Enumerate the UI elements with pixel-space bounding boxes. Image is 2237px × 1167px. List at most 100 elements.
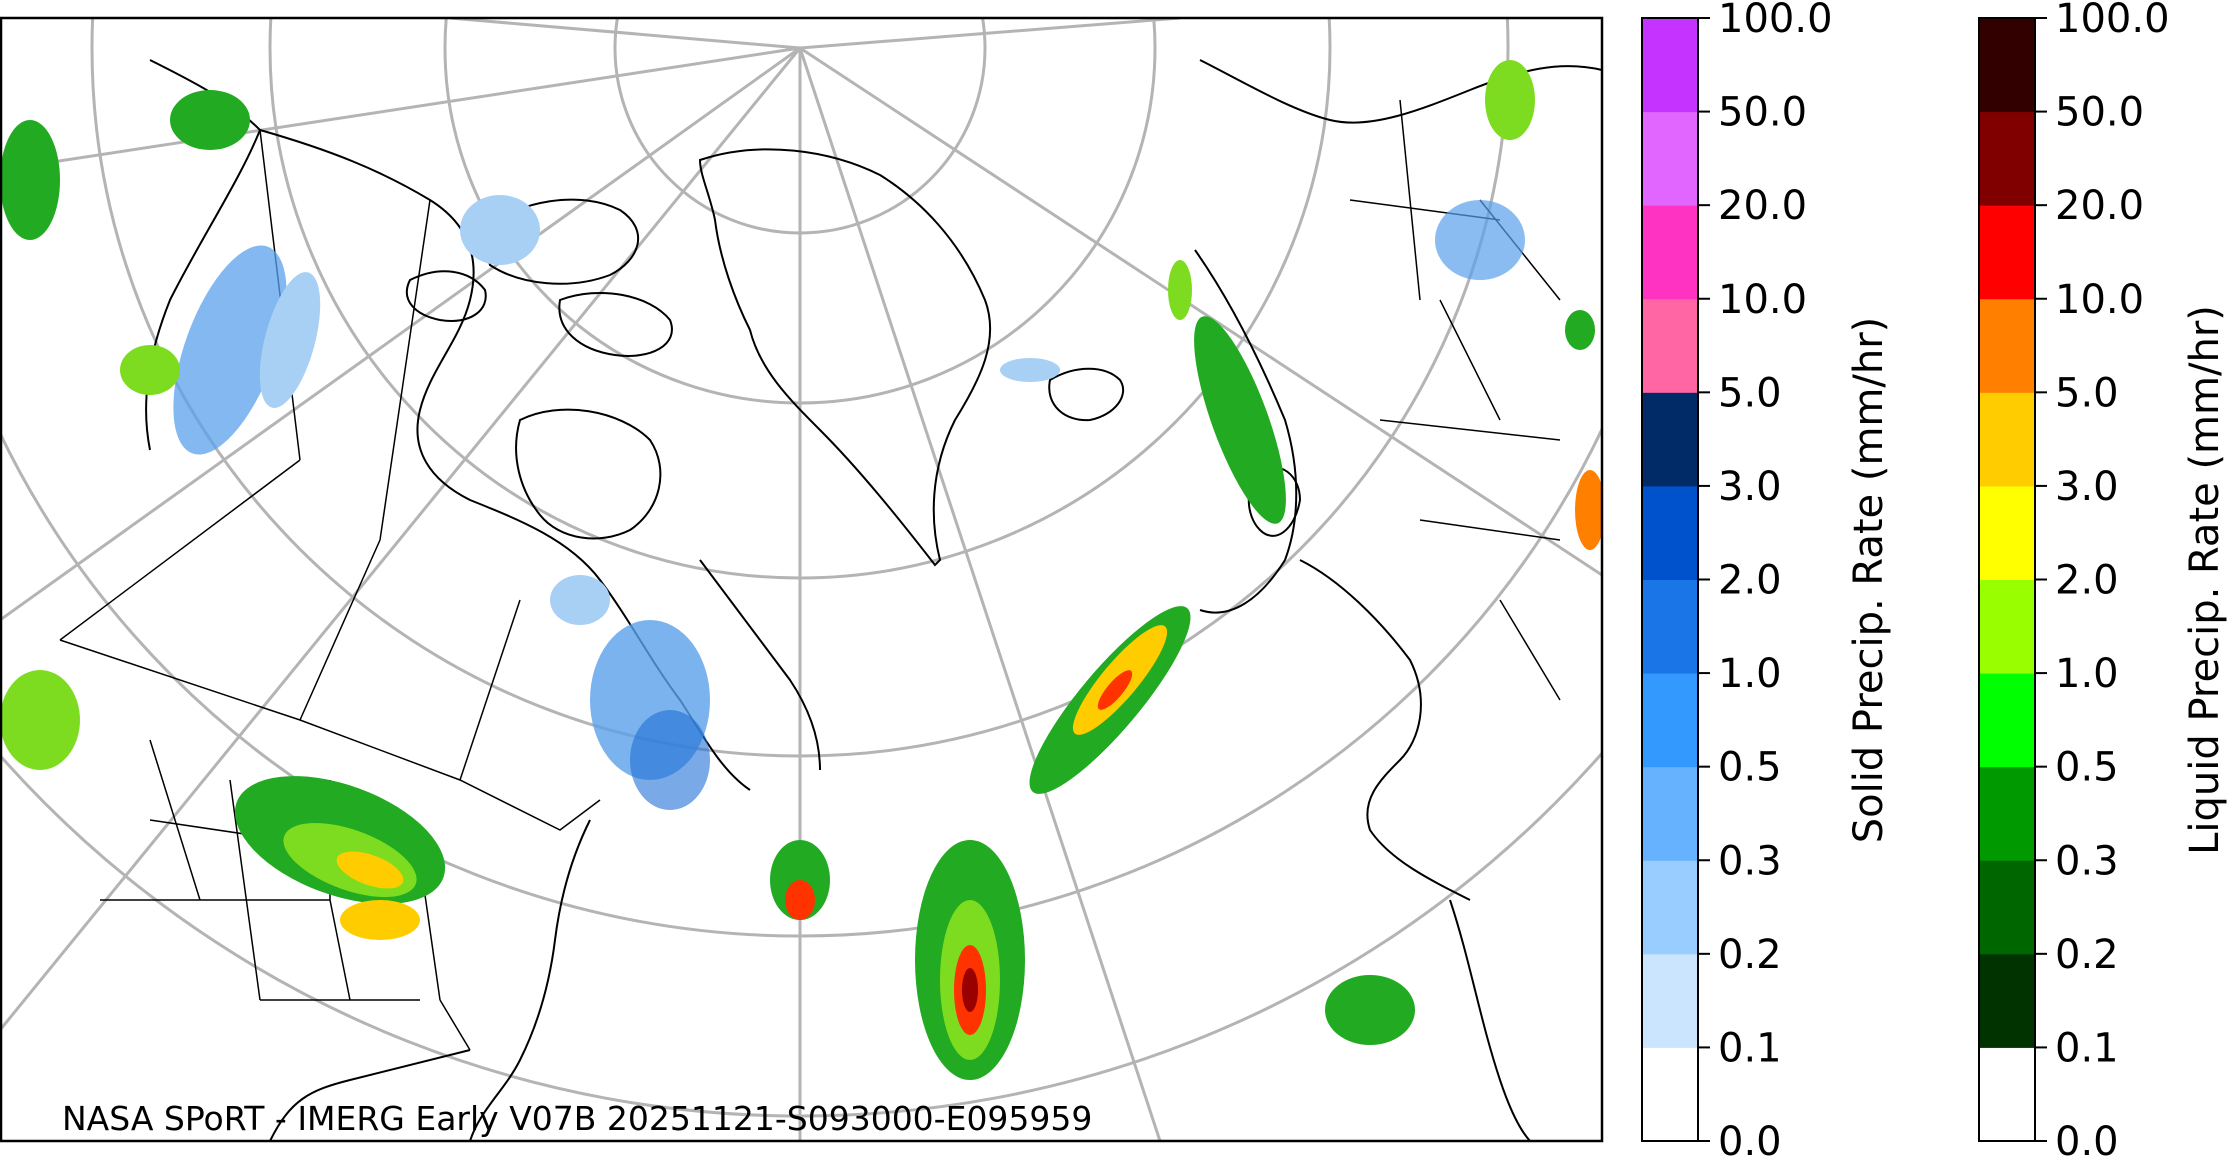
rain-area bbox=[1, 120, 60, 240]
rain-area bbox=[170, 90, 250, 150]
liquid-colorbar-swatch bbox=[1979, 111, 2035, 206]
liquid-colorbar-tick-label: 0.0 bbox=[2055, 1119, 2119, 1165]
liquid-colorbar-swatch bbox=[1979, 205, 2035, 300]
solid-colorbar-swatch bbox=[1642, 18, 1698, 113]
liquid-colorbar-swatch bbox=[1979, 860, 2035, 955]
rain-area bbox=[1194, 316, 1286, 524]
liquid-colorbar-tick-label: 10.0 bbox=[2055, 277, 2144, 323]
rain-area bbox=[1575, 470, 1602, 550]
solid-colorbar-tick-label: 100.0 bbox=[1718, 0, 1833, 42]
solid-colorbar-swatch bbox=[1642, 579, 1698, 674]
solid-colorbar-swatch bbox=[1642, 205, 1698, 300]
europe-coast bbox=[1299, 559, 1471, 901]
scandinavia-coast bbox=[1194, 249, 1298, 614]
solid-precip-field bbox=[173, 195, 1525, 810]
iceland-coast bbox=[1048, 367, 1125, 422]
solid-colorbar-tick-label: 0.0 bbox=[1718, 1119, 1782, 1165]
liquid-colorbar-tick-label: 20.0 bbox=[2055, 183, 2144, 229]
graticule bbox=[1, 18, 1602, 1141]
snow-area bbox=[1000, 358, 1060, 382]
canadian-archipelago bbox=[405, 198, 673, 357]
hudson-bay bbox=[515, 408, 662, 540]
solid-colorbar-ticks: 0.0 0.1 0.2 0.3 0.5 1.0 2.0 3.0 5.0 10.0 20.0 50.0 1… bbox=[1698, 0, 1833, 1165]
solid-colorbar-swatch bbox=[1642, 1047, 1698, 1142]
rain-area bbox=[1, 670, 80, 770]
liquid-colorbar-tick-label: 5.0 bbox=[2055, 370, 2119, 416]
rain-area bbox=[340, 900, 420, 940]
meridian-30e bbox=[799, 46, 1602, 577]
liquid-colorbar-swatch bbox=[1979, 953, 2035, 1048]
liquid-colorbar-tick-label: 2.0 bbox=[2055, 558, 2119, 604]
rain-area bbox=[962, 968, 978, 1012]
rain-area bbox=[1485, 60, 1535, 140]
africa-coast bbox=[1449, 899, 1531, 1141]
solid-colorbar-swatch bbox=[1642, 485, 1698, 580]
solid-colorbar-tick-label: 50.0 bbox=[1718, 90, 1807, 136]
solid-colorbar-tick-label: 2.0 bbox=[1718, 558, 1782, 604]
meridian-30w bbox=[798, 47, 1162, 1141]
russia-coast bbox=[1199, 59, 1602, 124]
liquid-colorbar-tick-label: 0.1 bbox=[2055, 1025, 2119, 1071]
rain-area bbox=[1168, 260, 1192, 320]
rain-area bbox=[120, 345, 180, 395]
meridian-90w bbox=[1, 46, 801, 622]
snow-area bbox=[173, 245, 287, 455]
solid-colorbar-label: Solid Precip. Rate (mm/hr) bbox=[1846, 317, 1892, 844]
meridian-60e bbox=[799, 18, 1181, 50]
liquid-colorbar-swatch bbox=[1979, 673, 2035, 768]
liquid-colorbar-tick-label: 0.3 bbox=[2055, 838, 2119, 884]
liquid-colorbar-swatch bbox=[1979, 18, 2035, 113]
liquid-colorbar-tick-label: 3.0 bbox=[2055, 464, 2119, 510]
snow-area bbox=[460, 195, 540, 265]
liquid-colorbar-tick-label: 0.2 bbox=[2055, 932, 2119, 978]
solid-colorbar-swatch bbox=[1642, 111, 1698, 206]
liquid-colorbar-tick-label: 0.5 bbox=[2055, 745, 2119, 791]
solid-colorbar-tick-label: 0.1 bbox=[1718, 1025, 1782, 1071]
liquid-colorbar-tick-label: 1.0 bbox=[2055, 651, 2119, 697]
liquid-colorbar-tick-label: 50.0 bbox=[2055, 90, 2144, 136]
liquid-colorbar-tick-label: 100.0 bbox=[2055, 0, 2170, 42]
snow-area bbox=[630, 710, 710, 810]
liquid-colorbar-label: Liquid Precip. Rate (mm/hr) bbox=[2182, 305, 2228, 855]
map-frame bbox=[0, 16, 1604, 1143]
rain-area bbox=[1565, 310, 1595, 350]
solid-colorbar: 0.0 0.1 0.2 0.3 0.5 1.0 2.0 3.0 5.0 10.0 20.0 50.0 1… bbox=[1641, 0, 1892, 1165]
solid-colorbar-tick-label: 5.0 bbox=[1718, 370, 1782, 416]
liquid-colorbar-swatch bbox=[1979, 392, 2035, 487]
labrador-coast bbox=[699, 559, 821, 771]
solid-colorbar-tick-label: 0.5 bbox=[1718, 745, 1782, 791]
solid-colorbar-swatch bbox=[1642, 953, 1698, 1048]
solid-colorbar-tick-label: 20.0 bbox=[1718, 183, 1807, 229]
us-east-coast bbox=[469, 819, 591, 1141]
liquid-colorbar-swatch bbox=[1979, 485, 2035, 580]
liquid-colorbar-swatches bbox=[1979, 18, 2035, 1142]
liquid-colorbar-swatch bbox=[1979, 1047, 2035, 1142]
solid-colorbar-swatches bbox=[1642, 18, 1698, 1142]
map-panel: NASA SPoRT - IMERG Early V07B 20251121-S… bbox=[0, 16, 1604, 1143]
solid-colorbar-tick-label: 10.0 bbox=[1718, 277, 1807, 323]
meridian-150w bbox=[449, 18, 801, 50]
rain-area bbox=[1097, 670, 1133, 710]
liquid-precip-field bbox=[1, 60, 1602, 1080]
solid-colorbar-swatch bbox=[1642, 766, 1698, 861]
liquid-colorbar-swatch bbox=[1979, 579, 2035, 674]
snow-area bbox=[550, 575, 610, 625]
solid-colorbar-swatch bbox=[1642, 860, 1698, 955]
greenland-coast bbox=[698, 148, 992, 567]
solid-colorbar-tick-label: 3.0 bbox=[1718, 464, 1782, 510]
rain-area bbox=[1325, 975, 1415, 1045]
liquid-colorbar-swatch bbox=[1979, 766, 2035, 861]
rain-area bbox=[336, 851, 404, 889]
solid-colorbar-tick-label: 0.3 bbox=[1718, 838, 1782, 884]
gulf-coast bbox=[269, 1049, 471, 1141]
data-credit: NASA SPoRT - IMERG Early V07B 20251121-S… bbox=[62, 1099, 1092, 1138]
rain-area bbox=[785, 880, 815, 920]
solid-colorbar-swatch bbox=[1642, 392, 1698, 487]
meridian-60w bbox=[1, 47, 802, 1031]
liquid-colorbar-swatch bbox=[1979, 298, 2035, 393]
meridian-120w bbox=[1, 46, 801, 172]
solid-colorbar-swatch bbox=[1642, 298, 1698, 393]
solid-colorbar-tick-label: 0.2 bbox=[1718, 932, 1782, 978]
solid-colorbar-tick-label: 1.0 bbox=[1718, 651, 1782, 697]
snow-area bbox=[259, 272, 321, 408]
